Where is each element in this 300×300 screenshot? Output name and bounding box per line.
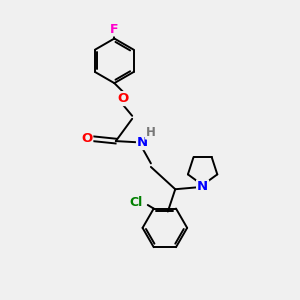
Text: O: O xyxy=(118,92,129,105)
Text: N: N xyxy=(137,136,148,149)
Text: O: O xyxy=(81,132,92,145)
Text: Cl: Cl xyxy=(130,196,143,208)
Text: N: N xyxy=(197,180,208,194)
Text: H: H xyxy=(146,126,156,139)
Text: F: F xyxy=(110,22,118,35)
